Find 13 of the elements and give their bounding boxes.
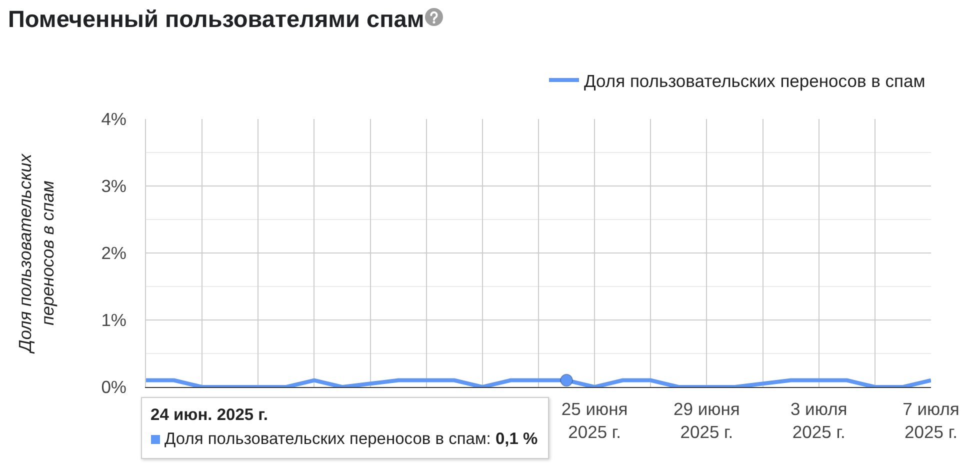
chart-title: Помеченный пользователями спам [8, 6, 424, 33]
x-tick-label: 29 июня 2025 г. [674, 399, 740, 442]
y-tick-label: 1% [101, 310, 126, 330]
y-tick-label: 3% [101, 176, 126, 196]
y-axis-title: Доля пользовательских переносов в спам [14, 152, 58, 354]
tooltip-box: 24 июн. 2025 г. Доля пользовательских переносов в спам: 0,1 % [140, 397, 549, 459]
x-tick-label: 3 июля 2025 г. [790, 399, 848, 442]
y-tick-label: 0% [101, 377, 126, 398]
x-tick-label: 25 июня 2025 г. [561, 399, 628, 442]
y-tick-label: 2% [101, 243, 126, 264]
x-tick-label: 7 июля 2025 г. [902, 399, 960, 442]
y-tick-label: 4% [101, 109, 126, 130]
legend-label: Доля пользовательских переносов в спам [584, 70, 926, 91]
